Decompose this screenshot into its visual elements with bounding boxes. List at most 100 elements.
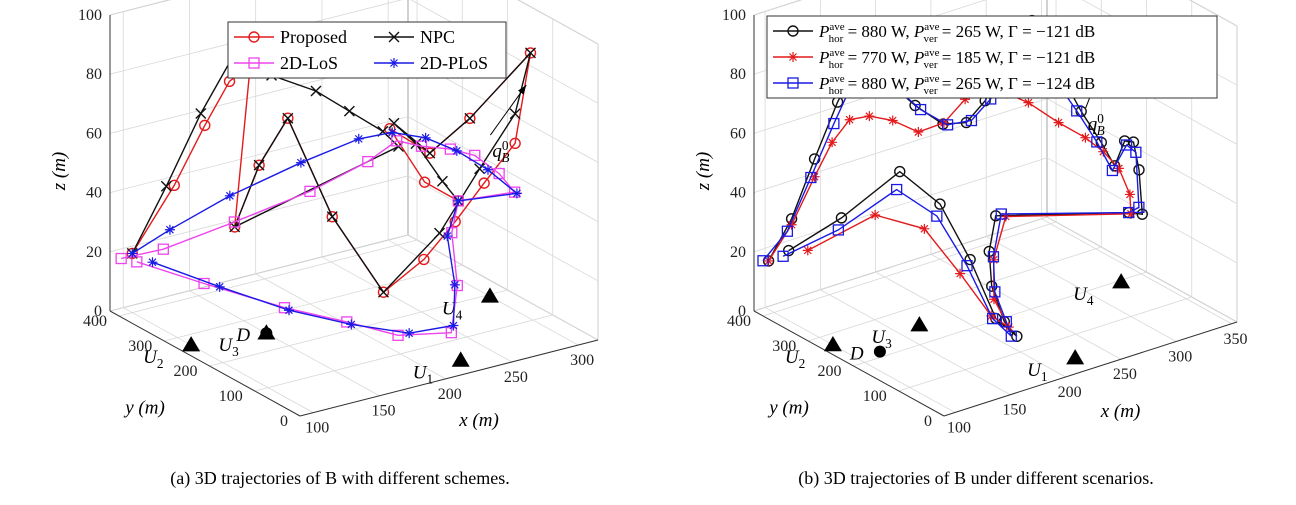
series-1-point-6 [887,115,898,126]
series-3-point-14 [404,328,415,339]
legend-label-2: 2D-LoS [280,53,338,73]
series-0-point-30 [934,198,946,210]
series-0-point-10 [418,253,430,266]
series-0-point-18 [418,176,431,188]
x-tick-label: 150 [1002,402,1026,419]
grid-line-x [321,256,513,363]
series-2-point-2 [805,171,817,184]
start-arrow-line [490,84,527,136]
series-0-point-25 [986,280,998,292]
grid-line-z-right [1189,0,1238,27]
series-3-point-3 [295,157,306,168]
series-3-point-12 [449,279,460,290]
grid-line-x [1041,218,1232,325]
z-tick-label: 60 [86,125,102,142]
user-marker-3 [910,316,929,332]
series-0-point-8 [326,210,338,223]
series-1-point-26 [870,209,881,220]
grid-line-z-back [753,98,1048,193]
series-line-1 [131,51,532,294]
destination-label: D [235,325,250,346]
y-tick-label: 0 [924,413,932,430]
series-0-point-31 [894,165,906,178]
series-3-point-6 [420,132,431,143]
series-2-point-3 [304,185,316,198]
series-2-point-23 [989,286,1001,298]
series-0-point-29 [964,253,976,266]
series-2-point-16 [1106,164,1119,177]
legend-label-3: 2D-PLoS [420,53,488,73]
series-1-point-9 [960,94,971,105]
wall-back-top [109,0,171,16]
user-label-2: U2 [143,347,163,371]
grid-line-z-back [753,157,1048,253]
series-1-point-12 [326,211,338,223]
legend-label-0: Pave hor = 880 W, Pave ver = 265 W, Γ = −1… [818,21,1095,45]
legend-marker-3 [389,58,399,68]
series-2-point-26 [986,312,999,325]
grid-line-y [118,239,418,317]
series-2-point-4 [362,155,374,168]
destination-label: D [849,344,864,365]
series-2-point-29 [890,183,903,196]
x-tick-label: 150 [371,403,395,420]
grid-line-x [985,236,1177,342]
series-2-point-28 [931,210,943,222]
series-1-point-7 [913,127,924,138]
series-0-point-21 [1136,208,1148,220]
series-1-point-20 [388,117,400,129]
grid-line-z-back [109,0,171,16]
grid-line-y [898,296,1192,392]
destination-marker [260,327,273,340]
z-axis-title: z (m) [49,152,70,192]
series-0-point-15 [464,112,476,125]
grid-line-y [808,246,1102,342]
z-tick-label: 40 [86,185,102,202]
z-tick-label: 0 [94,303,102,320]
grid-line-z-back [109,116,409,193]
series-1-point-6 [343,105,355,117]
grid-line-y [254,314,553,392]
z-tick-label: 20 [86,244,102,261]
series-0-point-6 [253,159,265,171]
y-tick-label: 100 [863,388,887,405]
y-tick-label: 200 [174,363,198,380]
series-3-point-9 [511,188,522,199]
series-2-point-18 [1130,146,1142,158]
series-3-point-0 [127,248,138,259]
grid-line-z-right [1046,216,1238,323]
series-1-point-24 [955,268,966,279]
series-0-point-18 [1118,135,1131,147]
user-marker-4 [480,287,499,303]
series-1-point-15 [1098,146,1109,157]
x-tick-label: 300 [1168,349,1192,366]
panel-b: 1001502002503003500100200300400020406080… [693,0,1247,436]
x-tick-label: 300 [570,352,594,369]
x-axis-line [299,339,599,417]
grid-line-x [820,289,1011,396]
grid-line-z-right [1046,98,1238,204]
series-3-point-8 [482,164,493,175]
z-tick-label: 80 [730,66,746,83]
y-tick-label: 400 [727,313,751,330]
grid-line-y [209,289,508,367]
series-2-point-3 [828,117,840,130]
series-line-0 [131,50,532,294]
panel-b-axes: 1001502002503003500100200300400020406080… [693,7,1247,436]
series-2-point-31 [777,250,789,262]
legend-label-0: Proposed [280,27,347,47]
series-0-point-32 [835,212,848,224]
series-2-point-15 [392,329,404,341]
series-2-point-25 [1005,330,1017,342]
x-tick-label: 250 [504,369,528,386]
grid-line-z-back [753,0,803,16]
x-tick-label: 350 [1223,331,1247,348]
series-1-point-27 [802,245,813,256]
z-tick-label: 80 [86,66,102,83]
series-2-point-0 [757,255,769,267]
series-1-point-22 [436,175,448,187]
series-0-point-13 [509,137,521,150]
y-tick-label: 300 [128,338,152,355]
legend-label-1: NPC [420,27,455,47]
series-2-point-13 [451,279,463,292]
